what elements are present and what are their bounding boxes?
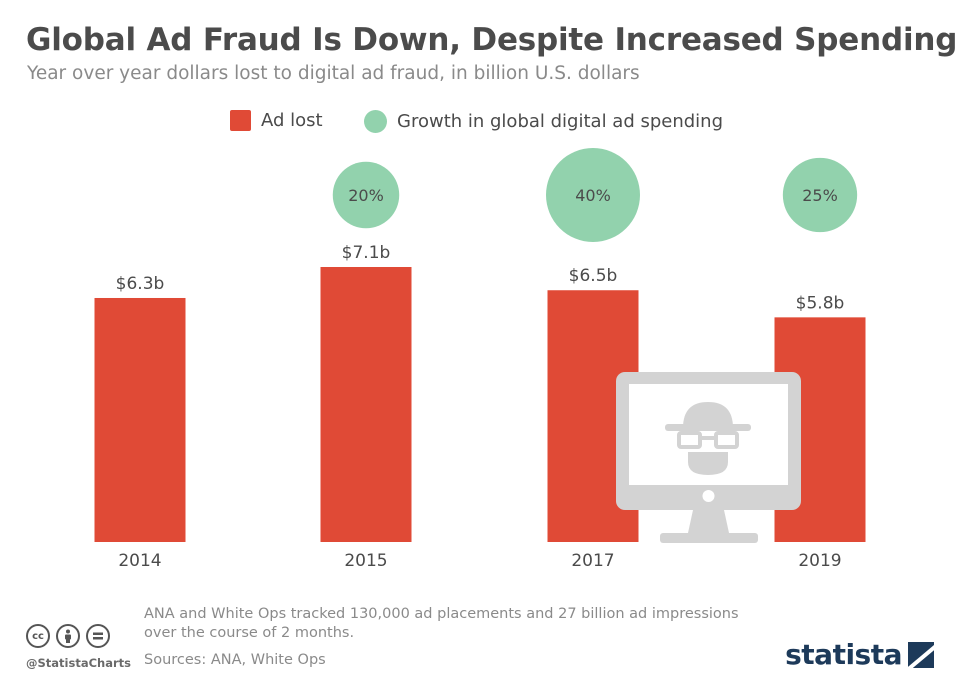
growth-bubble-label-2019: 25% [802, 186, 838, 205]
chart-subtitle: Year over year dollars lost to digital a… [27, 63, 640, 84]
growth-bubble-label-2017: 40% [575, 186, 611, 205]
social-handle: @StatistaCharts [26, 656, 131, 670]
hacker-mask [688, 452, 728, 475]
footnote: ANA and White Ops tracked 130,000 ad pla… [144, 606, 739, 641]
bar-value-label-2014: $6.3b [116, 274, 165, 294]
bar-value-label-2017: $6.5b [569, 266, 618, 286]
ad-fraud-chart: $6.3b 2014 $7.1b 2015 $6.5b 2017 $5.8b 2019 20%… [94, 148, 866, 571]
bar-value-label-2019: $5.8b [796, 293, 845, 313]
growth-bubble-2017 [546, 148, 640, 242]
legend-label-growth: Growth in global digital ad spending [397, 111, 724, 132]
monitor-hacker-icon [616, 372, 801, 543]
bar-group: $6.3b 2014 $7.1b 2015 $6.5b 2017 $5.8b 2019 [94, 243, 866, 571]
bar-value-label-2015: $7.1b [342, 243, 391, 263]
legend: Ad lost Growth in global digital ad spen… [0, 110, 960, 136]
bar-2015 [320, 267, 412, 542]
cc-icon: cc [26, 624, 50, 648]
growth-bubble-2015 [332, 161, 400, 229]
bar-2014 [94, 297, 186, 542]
x-tick-label-2019: 2019 [798, 551, 841, 571]
bubble-group: 20% 40% 25% [332, 148, 858, 242]
nd-icon [86, 624, 110, 648]
chart-title: Global Ad Fraud Is Down, Despite Increas… [26, 22, 958, 58]
statista-wordmark: statista [785, 638, 902, 671]
x-tick-label-2014: 2014 [118, 551, 161, 571]
monitor-stand [660, 533, 758, 543]
license-icons: cc [26, 624, 110, 648]
by-icon [56, 624, 80, 648]
statista-mark-icon [908, 641, 934, 668]
legend-item-growth: Growth in global digital ad spending [364, 110, 723, 133]
monitor-neck [688, 510, 729, 533]
legend-swatch-growth [364, 110, 387, 133]
legend-label-ad-lost: Ad lost [261, 110, 323, 131]
x-tick-label-2017: 2017 [571, 551, 614, 571]
growth-bubble-2019 [782, 157, 858, 233]
monitor-power-button [702, 490, 715, 502]
hacker-hat-brim [665, 424, 751, 431]
legend-item-ad-lost: Ad lost [230, 110, 323, 131]
hacker-hat-crown [683, 402, 733, 428]
legend-swatch-ad-lost [230, 110, 251, 131]
x-tick-label-2015: 2015 [344, 551, 387, 571]
growth-bubble-label-2015: 20% [348, 186, 384, 205]
statista-logo[interactable]: statista [785, 638, 934, 671]
sources: Sources: ANA, White Ops [144, 652, 326, 668]
